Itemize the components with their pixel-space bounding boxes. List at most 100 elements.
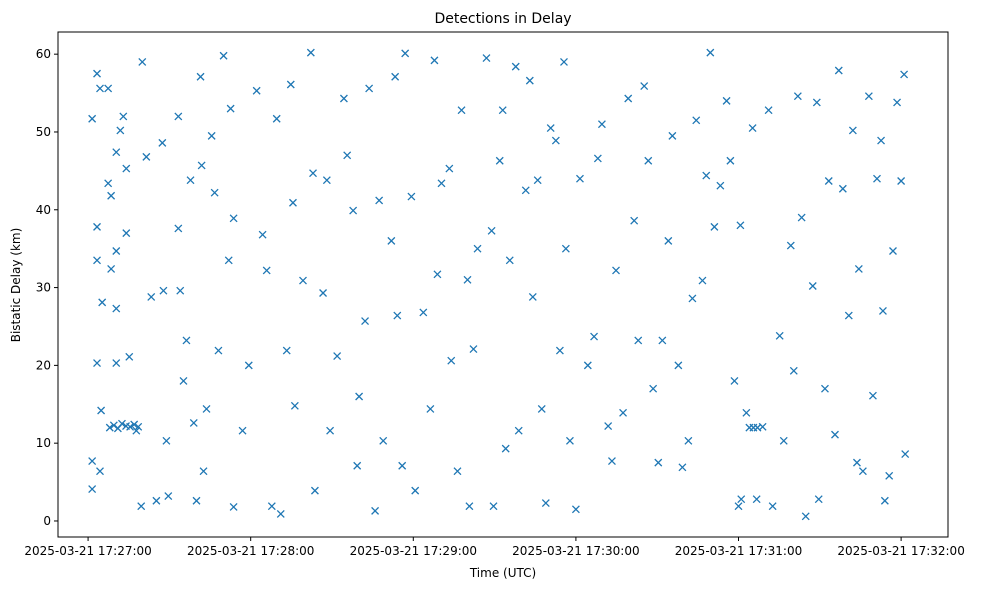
data-point-x-marker xyxy=(495,156,504,165)
data-point-x-marker xyxy=(678,463,687,472)
data-point-x-marker xyxy=(445,164,454,173)
data-point-x-marker xyxy=(244,361,253,370)
data-point-x-marker xyxy=(162,436,171,445)
data-point-x-marker xyxy=(349,206,358,215)
data-point-x-marker xyxy=(353,461,362,470)
data-point-x-marker xyxy=(98,298,107,307)
data-point-x-marker xyxy=(789,366,798,375)
data-point-x-marker xyxy=(541,499,550,508)
data-point-x-marker xyxy=(142,152,151,161)
data-point-x-marker xyxy=(649,384,658,393)
x-axis: 2025-03-21 17:27:00 2025-03-21 17:28:00 20… xyxy=(24,537,965,558)
data-point-x-marker xyxy=(684,436,693,445)
data-point-x-marker xyxy=(590,332,599,341)
data-point-x-marker xyxy=(116,126,125,135)
data-point-x-marker xyxy=(393,311,402,320)
data-point-x-marker xyxy=(107,264,116,273)
data-point-x-marker xyxy=(634,336,643,345)
data-point-x-marker xyxy=(286,80,295,89)
data-point-x-marker xyxy=(229,503,238,511)
data-point-x-marker xyxy=(319,289,328,297)
data-point-x-marker xyxy=(219,51,228,60)
data-point-x-marker xyxy=(880,496,889,505)
data-point-x-marker xyxy=(112,304,121,313)
data-point-x-marker xyxy=(96,84,104,93)
data-point-x-marker xyxy=(309,169,317,178)
data-point-x-marker xyxy=(854,264,863,273)
data-point-x-marker xyxy=(726,156,735,165)
data-point-x-marker xyxy=(430,56,439,65)
data-point-x-marker xyxy=(226,104,235,113)
data-point-x-marker xyxy=(469,345,478,353)
data-point-x-marker xyxy=(487,226,496,235)
data-point-x-marker xyxy=(533,176,542,185)
data-point-x-marker xyxy=(282,346,291,355)
data-point-x-marker xyxy=(176,286,185,295)
data-point-x-marker xyxy=(571,505,580,514)
data-point-x-marker xyxy=(189,418,198,427)
data-point-x-marker xyxy=(482,54,491,63)
data-point-x-marker xyxy=(138,57,147,66)
data-point-x-marker xyxy=(238,426,247,435)
data-point-x-marker xyxy=(748,124,757,133)
data-point-x-marker xyxy=(379,436,388,445)
data-point-x-marker xyxy=(179,376,188,385)
data-point-x-marker xyxy=(612,266,620,275)
data-point-x-marker xyxy=(824,177,833,185)
data-point-x-marker xyxy=(546,124,555,133)
data-point-x-marker xyxy=(607,457,616,466)
data-point-x-marker xyxy=(252,86,261,95)
data-point-x-marker xyxy=(343,151,352,160)
data-point-x-marker xyxy=(310,486,319,495)
data-point-x-marker xyxy=(583,361,592,370)
data-point-x-marker xyxy=(630,216,639,225)
x-tick-label: 2025-03-21 17:30:00 xyxy=(512,544,639,558)
x-tick-label: 2025-03-21 17:31:00 xyxy=(675,544,802,558)
data-point-x-marker xyxy=(868,391,877,400)
data-point-x-marker xyxy=(437,179,446,188)
data-point-x-marker xyxy=(565,436,574,445)
data-point-x-marker xyxy=(893,98,902,107)
data-point-x-marker xyxy=(447,356,456,365)
data-point-x-marker xyxy=(736,221,745,230)
data-point-x-marker xyxy=(465,502,474,511)
data-point-x-marker xyxy=(848,126,857,135)
data-point-x-marker xyxy=(419,308,428,317)
data-point-x-marker xyxy=(864,92,873,101)
data-point-x-marker xyxy=(93,69,101,78)
data-point-x-marker xyxy=(322,176,331,185)
y-tick-label: 40 xyxy=(36,203,51,217)
data-point-x-marker xyxy=(786,241,795,250)
data-point-x-marker xyxy=(202,404,211,413)
data-point-x-marker xyxy=(814,495,823,504)
data-point-x-marker xyxy=(664,236,673,245)
data-point-x-marker xyxy=(597,120,606,129)
data-point-x-marker xyxy=(411,486,420,495)
data-point-x-marker xyxy=(901,450,910,459)
data-point-x-marker xyxy=(775,331,784,340)
data-point-x-marker xyxy=(688,294,697,303)
data-point-x-marker xyxy=(125,352,134,361)
data-point-x-marker xyxy=(214,346,223,355)
data-point-x-marker xyxy=(371,506,380,515)
data-point-x-marker xyxy=(737,495,746,504)
data-point-x-marker xyxy=(768,502,777,511)
chart-title: Detections in Delay xyxy=(434,11,571,27)
data-point-x-marker xyxy=(306,48,315,57)
x-tick-label: 2025-03-21 17:27:00 xyxy=(24,544,151,558)
data-point-x-marker xyxy=(889,247,897,255)
data-point-x-marker xyxy=(710,222,719,231)
data-point-x-marker xyxy=(375,196,384,205)
data-point-x-marker xyxy=(692,116,701,125)
data-point-x-marker xyxy=(640,82,649,91)
data-point-x-marker xyxy=(126,422,135,431)
data-point-x-marker xyxy=(88,114,97,123)
data-point-x-marker xyxy=(107,191,116,200)
data-point-x-marker xyxy=(119,112,128,121)
data-point-x-marker xyxy=(387,236,396,245)
data-point-x-marker xyxy=(258,230,267,239)
data-point-x-marker xyxy=(821,384,829,393)
data-point-x-marker xyxy=(528,292,537,301)
data-point-x-marker xyxy=(511,62,520,71)
y-tick-label: 60 xyxy=(36,47,51,61)
